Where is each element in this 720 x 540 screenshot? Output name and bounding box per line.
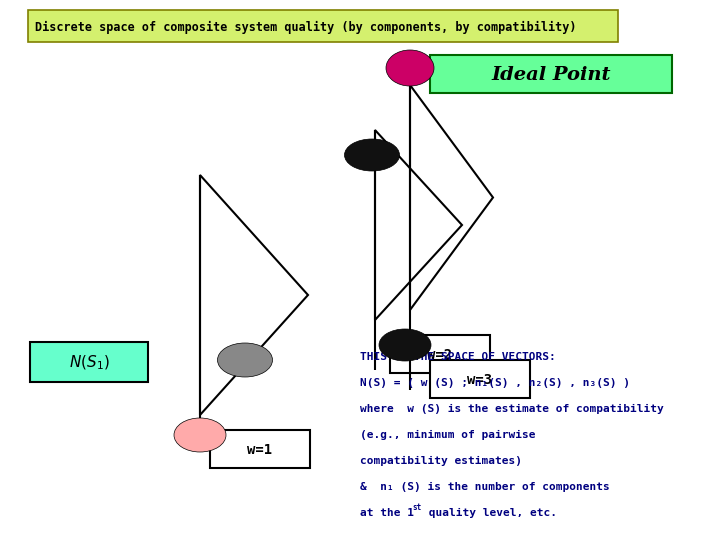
Ellipse shape [217,343,272,377]
Text: N(S) = ( w (S) ; n₁(S) , n₂(S) , n₃(S) ): N(S) = ( w (S) ; n₁(S) , n₂(S) , n₃(S) ) [360,378,630,388]
Ellipse shape [344,139,400,171]
Text: w=1: w=1 [248,443,273,457]
Text: (e.g., minimum of pairwise: (e.g., minimum of pairwise [360,430,536,440]
Ellipse shape [386,50,434,86]
Text: THIS IS THE SPACE OF VECTORS:: THIS IS THE SPACE OF VECTORS: [360,352,556,362]
Bar [210,430,310,468]
Text: st: st [412,503,421,512]
Text: Ideal Point: Ideal Point [491,66,611,84]
Bar [430,55,672,93]
Bar [30,342,148,382]
Bar [28,10,618,42]
Text: w=2: w=2 [428,348,453,362]
Ellipse shape [379,329,431,361]
Ellipse shape [174,418,226,452]
Text: Discrete space of composite system quality (by components, by compatibility): Discrete space of composite system quali… [35,21,577,33]
Bar [430,360,530,398]
Text: compatibility estimates): compatibility estimates) [360,456,522,466]
Bar [390,335,490,373]
Text: at the 1: at the 1 [360,508,414,518]
Text: quality level, etc.: quality level, etc. [422,508,557,518]
Text: where  w (S) is the estimate of compatibility: where w (S) is the estimate of compatibi… [360,404,664,414]
Text: $N(S_1)$: $N(S_1)$ [68,354,109,372]
Text: &  n₁ (S) is the number of components: & n₁ (S) is the number of components [360,482,610,492]
Text: w=3: w=3 [467,373,492,387]
